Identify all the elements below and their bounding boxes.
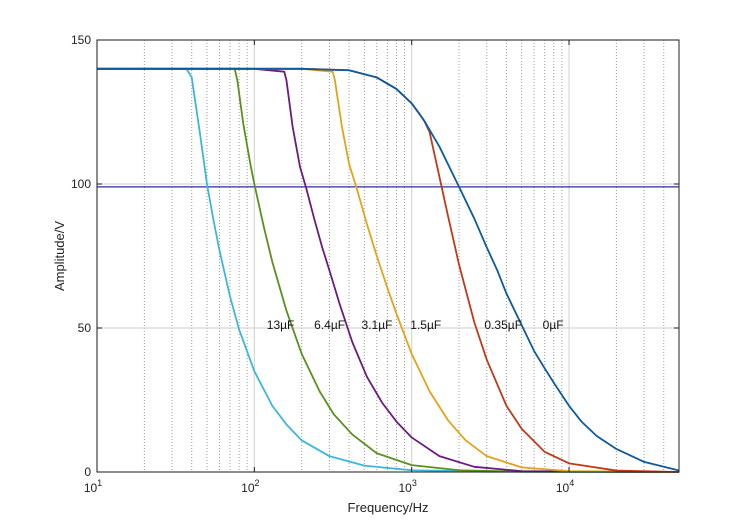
y-tick-label: 0 (84, 465, 91, 479)
curve-label-4: 0.35µF (484, 318, 522, 332)
x-tick-base: 10 (84, 481, 98, 495)
x-tick-label: 104 (556, 478, 574, 495)
x-axis-ticks: 101 102 103 104 (84, 40, 574, 495)
x-tick-exponent: 1 (97, 478, 102, 488)
x-tick-label: 102 (241, 478, 259, 495)
x-tick-base: 10 (241, 481, 255, 495)
y-tick-label: 50 (78, 321, 92, 335)
x-tick-label: 103 (398, 478, 416, 495)
x-tick-exponent: 3 (412, 478, 417, 488)
curve-label-1: 6.4µF (314, 318, 345, 332)
series-line-3 (97, 67, 680, 473)
x-tick-exponent: 2 (255, 478, 260, 488)
curve-label-0: 13µF (267, 318, 295, 332)
y-tick-label: 150 (71, 33, 91, 47)
curve-label-5: 0µF (543, 318, 564, 332)
series-line-5 (97, 67, 680, 472)
x-tick-base: 10 (556, 481, 570, 495)
x-tick-base: 10 (398, 481, 412, 495)
series-line-1 (97, 67, 680, 473)
y-axis-ticks: 0 50 100 150 (71, 33, 679, 479)
y-axis-label: Amplitude/V (52, 221, 67, 291)
curve-labels: 13µF 6.4µF 3.1µF 1.5µF 0.35µF 0µF (267, 318, 564, 332)
series-line-2 (97, 67, 680, 473)
series-lines (97, 67, 680, 473)
plot-area-frame (96, 39, 680, 473)
x-axis-label: Frequency/Hz (348, 500, 429, 515)
x-tick-exponent: 4 (569, 478, 574, 488)
series-line-0 (97, 67, 680, 473)
curve-label-2: 3.1µF (362, 318, 393, 332)
curve-label-3: 1.5µF (410, 318, 441, 332)
y-tick-label: 100 (71, 177, 91, 191)
x-tick-label: 101 (84, 478, 102, 495)
